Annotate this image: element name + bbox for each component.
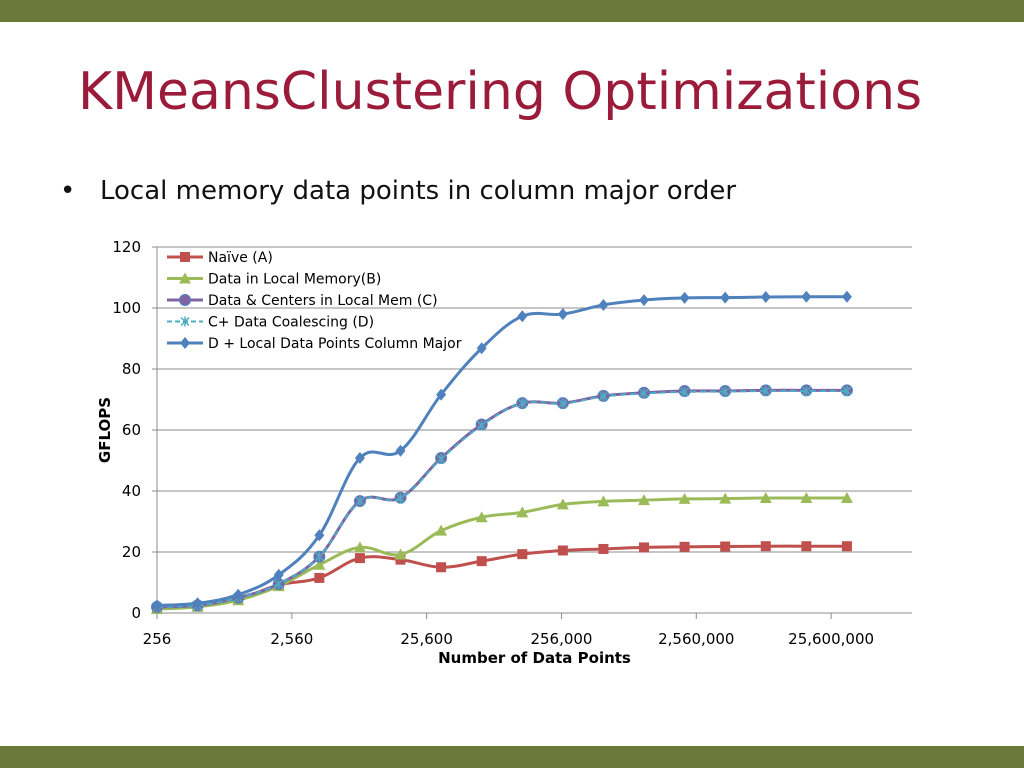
legend-swatch-marker-3: [180, 316, 190, 327]
data-point-s3-5: [355, 496, 365, 507]
data-point-s4-10: [557, 308, 568, 321]
data-point-s4-3: [273, 568, 284, 581]
data-point-s0-12: [639, 542, 650, 553]
data-point-s0-16: [801, 541, 812, 552]
bullet-symbol: •: [60, 176, 76, 206]
data-point-s4-5: [354, 452, 365, 465]
y-tick-label: 120: [112, 238, 141, 256]
data-point-s4-2: [233, 588, 244, 601]
y-tick-label: 40: [122, 482, 141, 500]
data-point-s4-15: [760, 291, 771, 304]
legend-label-1: Data in Local Memory(B): [208, 272, 381, 288]
data-point-s1-4: [313, 558, 326, 570]
data-point-s3-14: [720, 386, 730, 397]
legend-label-0: Naïve (A): [208, 250, 273, 266]
data-point-s4-9: [517, 310, 528, 323]
data-point-s4-17: [841, 290, 852, 303]
legend-swatch-marker-1: [179, 272, 191, 284]
x-tick-label: 256,000: [530, 630, 592, 648]
legend-swatch-marker-2: [179, 294, 191, 306]
x-axis-title: Number of Data Points: [438, 649, 631, 667]
data-point-s3-17: [842, 385, 852, 396]
data-point-s3-16: [801, 385, 811, 396]
data-point-s3-9: [517, 398, 527, 409]
data-point-s0-4: [314, 572, 325, 583]
bottom-color-band: [0, 746, 1024, 768]
data-point-s3-13: [680, 386, 690, 397]
data-point-s1-8: [475, 511, 488, 523]
data-point-s3-7: [436, 453, 446, 464]
x-tick-label: 2,560,000: [658, 630, 734, 648]
data-point-s1-15: [759, 492, 772, 504]
data-point-s0-6: [395, 554, 406, 565]
y-tick-label: 100: [112, 299, 141, 317]
y-tick-label: 80: [122, 360, 141, 378]
data-point-s1-6: [394, 548, 407, 560]
data-point-s1-9: [516, 506, 529, 518]
data-point-s0-15: [760, 541, 771, 552]
data-point-s0-14: [720, 541, 731, 552]
y-axis-title: GFLOPS: [96, 397, 114, 463]
data-point-s4-4: [314, 529, 325, 542]
data-point-s4-14: [720, 291, 731, 304]
data-point-s3-4: [314, 551, 324, 562]
data-point-s4-16: [801, 290, 812, 303]
data-point-s1-11: [597, 495, 610, 507]
data-point-s1-13: [678, 492, 691, 504]
series-line-0: [156, 544, 847, 610]
x-tick-label: 2,560: [270, 630, 313, 648]
legend-swatch-marker-0: [180, 252, 190, 262]
data-point-s3-15: [761, 385, 771, 396]
y-tick-label: 20: [122, 543, 141, 561]
data-point-s3-11: [598, 391, 608, 402]
top-color-band: [0, 0, 1024, 22]
data-point-s4-12: [639, 294, 650, 307]
data-point-s4-0: [152, 599, 162, 612]
bullet-text: Local memory data points in column major…: [100, 176, 737, 206]
data-point-s0-9: [517, 549, 528, 560]
series-line-3: [156, 389, 847, 608]
data-point-s0-5: [354, 553, 365, 564]
data-point-s1-5: [353, 541, 366, 553]
data-point-s4-8: [476, 342, 487, 355]
data-point-s1-16: [800, 492, 813, 504]
slide-title: KMeansClustering Optimizations: [78, 62, 923, 122]
data-point-s3-6: [395, 493, 406, 504]
legend-label-2: Data & Centers in Local Mem (C): [208, 293, 438, 309]
data-point-s0-10: [557, 545, 568, 556]
data-point-s4-7: [436, 388, 447, 401]
data-point-s1-12: [638, 494, 651, 506]
data-point-s4-1: [192, 597, 203, 610]
y-tick-label: 0: [131, 604, 141, 622]
x-tick-label: 25,600,000: [788, 630, 874, 648]
legend-label-3: C+ Data Coalescing (D): [208, 315, 374, 331]
data-point-s1-7: [435, 524, 448, 536]
data-point-s1-14: [719, 492, 732, 504]
data-point-s1-17: [840, 492, 853, 504]
bullet-item: • Local memory data points in column majo…: [60, 176, 736, 206]
data-point-s3-10: [558, 398, 568, 409]
legend-label-4: D + Local Data Points Column Major: [208, 336, 462, 352]
data-point-s0-8: [476, 556, 487, 567]
data-point-s3-12: [639, 388, 649, 399]
data-point-s4-6: [395, 444, 406, 457]
data-point-s1-10: [556, 498, 569, 510]
data-point-s4-11: [598, 298, 609, 311]
data-point-s4-13: [679, 291, 690, 304]
data-point-s3-8: [477, 420, 487, 431]
legend-swatch-marker-4: [180, 337, 190, 349]
x-tick-label: 256: [143, 630, 172, 648]
y-tick-label: 60: [122, 421, 141, 439]
data-point-s0-13: [679, 541, 690, 552]
data-point-s0-11: [598, 543, 609, 554]
data-point-s0-17: [841, 541, 852, 552]
x-tick-label: 25,600: [400, 630, 453, 648]
data-point-s0-7: [436, 562, 447, 573]
